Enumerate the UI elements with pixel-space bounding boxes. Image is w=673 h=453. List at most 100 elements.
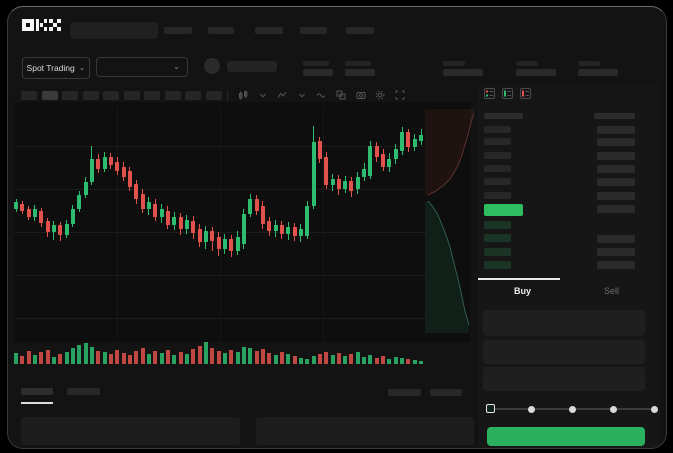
chevron-down-icon: ⌄ [78, 63, 86, 72]
order-total-field[interactable] [483, 367, 645, 391]
volume-bar [330, 355, 335, 364]
candle-body [406, 132, 411, 147]
volume-bar [393, 357, 398, 364]
volume-bar [203, 342, 208, 364]
order-amount-field[interactable] [483, 340, 645, 364]
buy-button[interactable] [487, 427, 645, 446]
search-input[interactable] [70, 22, 158, 39]
candle-body [387, 159, 392, 167]
orderbook-ask-price-skeleton[interactable] [484, 192, 511, 199]
orders-panel [21, 417, 240, 445]
timeframe-button-skeleton[interactable] [144, 91, 160, 100]
candle-body [292, 227, 297, 236]
candle-body [355, 177, 360, 189]
orderbook-last-price[interactable] [484, 204, 523, 216]
timeframe-button-skeleton[interactable] [123, 91, 140, 100]
candle-body [77, 195, 82, 209]
okx-logo-pixel [35, 23, 40, 27]
nav-item-skeleton[interactable] [346, 27, 374, 34]
ticker-stat-label-skeleton [443, 61, 465, 66]
candle-body [336, 179, 341, 189]
okx-logo-pixel [39, 23, 44, 27]
candlestick-chart[interactable] [14, 104, 426, 342]
chevron-down-icon[interactable] [296, 89, 308, 101]
settings-icon[interactable] [374, 89, 386, 101]
orderbook-buys-view-icon[interactable] [502, 88, 513, 99]
candle-body [45, 221, 50, 232]
timeframe-button-skeleton[interactable] [164, 91, 181, 100]
bottom-tab-skeleton[interactable] [67, 388, 100, 395]
volume-bar [134, 351, 139, 364]
volume-bar [115, 350, 120, 364]
orderbook-ask-price-skeleton[interactable] [484, 138, 511, 145]
chart-type-icon[interactable] [237, 89, 249, 101]
screenshot-icon[interactable] [355, 89, 367, 101]
timeframe-button-skeleton[interactable] [103, 91, 119, 100]
volume-bar [20, 356, 25, 364]
candle-body [153, 204, 158, 217]
timeframe-button-skeleton[interactable] [185, 91, 201, 100]
orderbook-ask-price-skeleton[interactable] [484, 152, 511, 159]
nav-item-skeleton[interactable] [255, 27, 283, 34]
orderbook-default-view-icon[interactable] [484, 88, 495, 99]
orderbook-ask-price-skeleton[interactable] [484, 165, 511, 172]
fullscreen-icon[interactable] [394, 89, 406, 101]
gridline [117, 107, 118, 339]
slider-handle[interactable] [485, 404, 495, 413]
volume-bar [311, 356, 316, 364]
orderbook-sells-view-icon[interactable] [520, 88, 531, 99]
volume-bar [89, 347, 94, 364]
indicators-icon[interactable] [276, 89, 288, 101]
tab-buy[interactable]: Buy [478, 281, 567, 301]
okx-logo-pixel [57, 19, 61, 23]
timeframe-button-skeleton[interactable] [82, 91, 99, 100]
volume-bar [343, 356, 348, 364]
timeframe-button-skeleton[interactable] [41, 91, 58, 100]
order-price-field[interactable] [483, 310, 645, 336]
orderbook-bid-price-skeleton[interactable] [484, 221, 511, 229]
ticker-stat-value-skeleton [303, 69, 333, 76]
okx-logo-pixel [53, 23, 57, 27]
candle-body [412, 139, 417, 147]
ticker-stat-label-skeleton [578, 61, 600, 66]
slider-stop-dot[interactable] [650, 405, 658, 413]
orderbook-ask-price-skeleton[interactable] [484, 126, 511, 133]
chevron-down-icon[interactable] [257, 89, 269, 101]
nav-item-skeleton[interactable] [300, 27, 327, 34]
slider-stop-dot[interactable] [609, 405, 617, 413]
volume-bar [26, 351, 31, 364]
volume-bar [127, 355, 132, 364]
candle-body [184, 220, 189, 229]
volume-bar [273, 355, 278, 364]
slider-stop-dot[interactable] [568, 405, 576, 413]
nav-item-skeleton[interactable] [208, 27, 234, 34]
okx-logo-pixel [43, 19, 48, 23]
slider-stop-dot[interactable] [527, 405, 535, 413]
volume-chart[interactable] [14, 336, 426, 364]
candle-body [89, 159, 94, 182]
volume-bar [317, 354, 322, 364]
timeframe-button-skeleton[interactable] [205, 91, 222, 100]
market-type-dropdown[interactable]: Spot Trading ⌄ [22, 57, 90, 79]
orderbook-bid-price-skeleton[interactable] [484, 234, 511, 242]
orders-filter-skeleton[interactable] [430, 389, 462, 396]
timeframe-button-skeleton[interactable] [21, 91, 37, 100]
timeframe-button-skeleton[interactable] [62, 91, 78, 100]
tab-sell[interactable]: Sell [567, 281, 656, 301]
orderbook-bid-price-skeleton[interactable] [484, 261, 511, 269]
bottom-tab-active-skeleton[interactable] [21, 388, 53, 395]
orderbook-bid-price-skeleton[interactable] [484, 248, 511, 256]
depth-chart [425, 107, 478, 333]
drawing-tools-icon[interactable] [315, 89, 327, 101]
orders-filter-skeleton[interactable] [388, 389, 421, 396]
ticker-stat-value-skeleton [345, 69, 375, 76]
candle-body [178, 217, 183, 229]
nav-item-skeleton[interactable] [164, 27, 192, 34]
orderbook-ask-price-skeleton[interactable] [484, 178, 511, 185]
okx-logo-pixel [22, 19, 26, 23]
orderbook-header-skeleton [594, 113, 635, 119]
volume-bar [146, 354, 151, 364]
compare-icon[interactable] [335, 89, 347, 101]
pair-selector-dropdown[interactable]: ⌄ [96, 57, 188, 77]
